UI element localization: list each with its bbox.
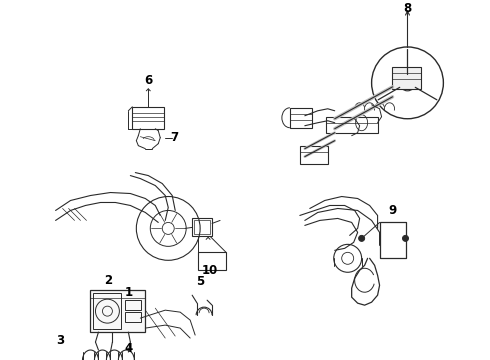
Bar [380, 222, 406, 258]
Circle shape [359, 235, 365, 241]
Bar [198, 252, 226, 270]
Text: 2: 2 [104, 274, 113, 287]
Text: 1: 1 [124, 286, 132, 299]
Bar [194, 220, 210, 234]
Text: 4: 4 [124, 342, 132, 355]
Text: 8: 8 [403, 1, 412, 15]
Text: 9: 9 [389, 204, 397, 217]
Text: 7: 7 [170, 131, 178, 144]
Bar [125, 300, 141, 310]
Bar [192, 219, 212, 237]
Bar [91, 290, 146, 332]
Bar [392, 67, 421, 89]
Text: 10: 10 [202, 264, 218, 277]
Text: 5: 5 [196, 275, 204, 288]
Bar [132, 107, 164, 129]
Bar [326, 117, 378, 133]
Circle shape [402, 235, 409, 241]
Bar [300, 146, 328, 163]
Text: 6: 6 [144, 75, 152, 87]
Bar [125, 312, 141, 322]
Text: 3: 3 [56, 334, 65, 347]
Bar [94, 293, 122, 329]
Bar [290, 108, 312, 128]
